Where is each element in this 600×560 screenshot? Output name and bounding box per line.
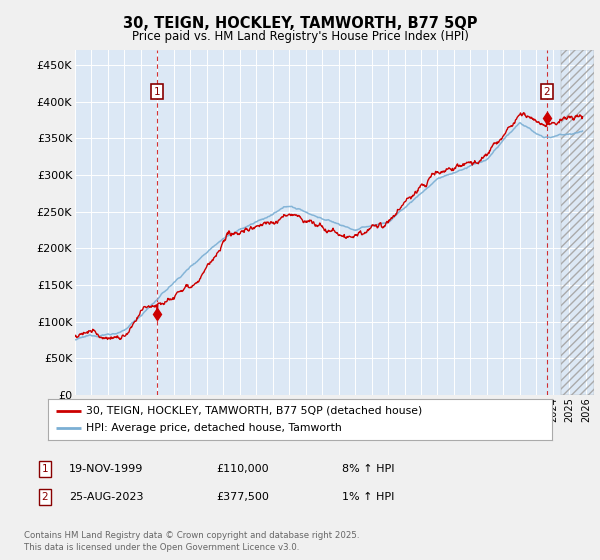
Text: 1: 1 xyxy=(41,464,49,474)
Text: Contains HM Land Registry data © Crown copyright and database right 2025.
This d: Contains HM Land Registry data © Crown c… xyxy=(24,531,359,552)
Text: 8% ↑ HPI: 8% ↑ HPI xyxy=(342,464,395,474)
Text: Price paid vs. HM Land Registry's House Price Index (HPI): Price paid vs. HM Land Registry's House … xyxy=(131,30,469,43)
Text: 1% ↑ HPI: 1% ↑ HPI xyxy=(342,492,394,502)
Text: 30, TEIGN, HOCKLEY, TAMWORTH, B77 5QP: 30, TEIGN, HOCKLEY, TAMWORTH, B77 5QP xyxy=(123,16,477,31)
Text: 2: 2 xyxy=(544,87,550,97)
Text: 1: 1 xyxy=(154,87,161,97)
Text: £110,000: £110,000 xyxy=(216,464,269,474)
Text: 19-NOV-1999: 19-NOV-1999 xyxy=(69,464,143,474)
Text: 30, TEIGN, HOCKLEY, TAMWORTH, B77 5QP (detached house): 30, TEIGN, HOCKLEY, TAMWORTH, B77 5QP (d… xyxy=(86,405,422,416)
Text: 25-AUG-2023: 25-AUG-2023 xyxy=(69,492,143,502)
Text: HPI: Average price, detached house, Tamworth: HPI: Average price, detached house, Tamw… xyxy=(86,423,341,433)
Text: 2: 2 xyxy=(41,492,49,502)
Text: £377,500: £377,500 xyxy=(216,492,269,502)
